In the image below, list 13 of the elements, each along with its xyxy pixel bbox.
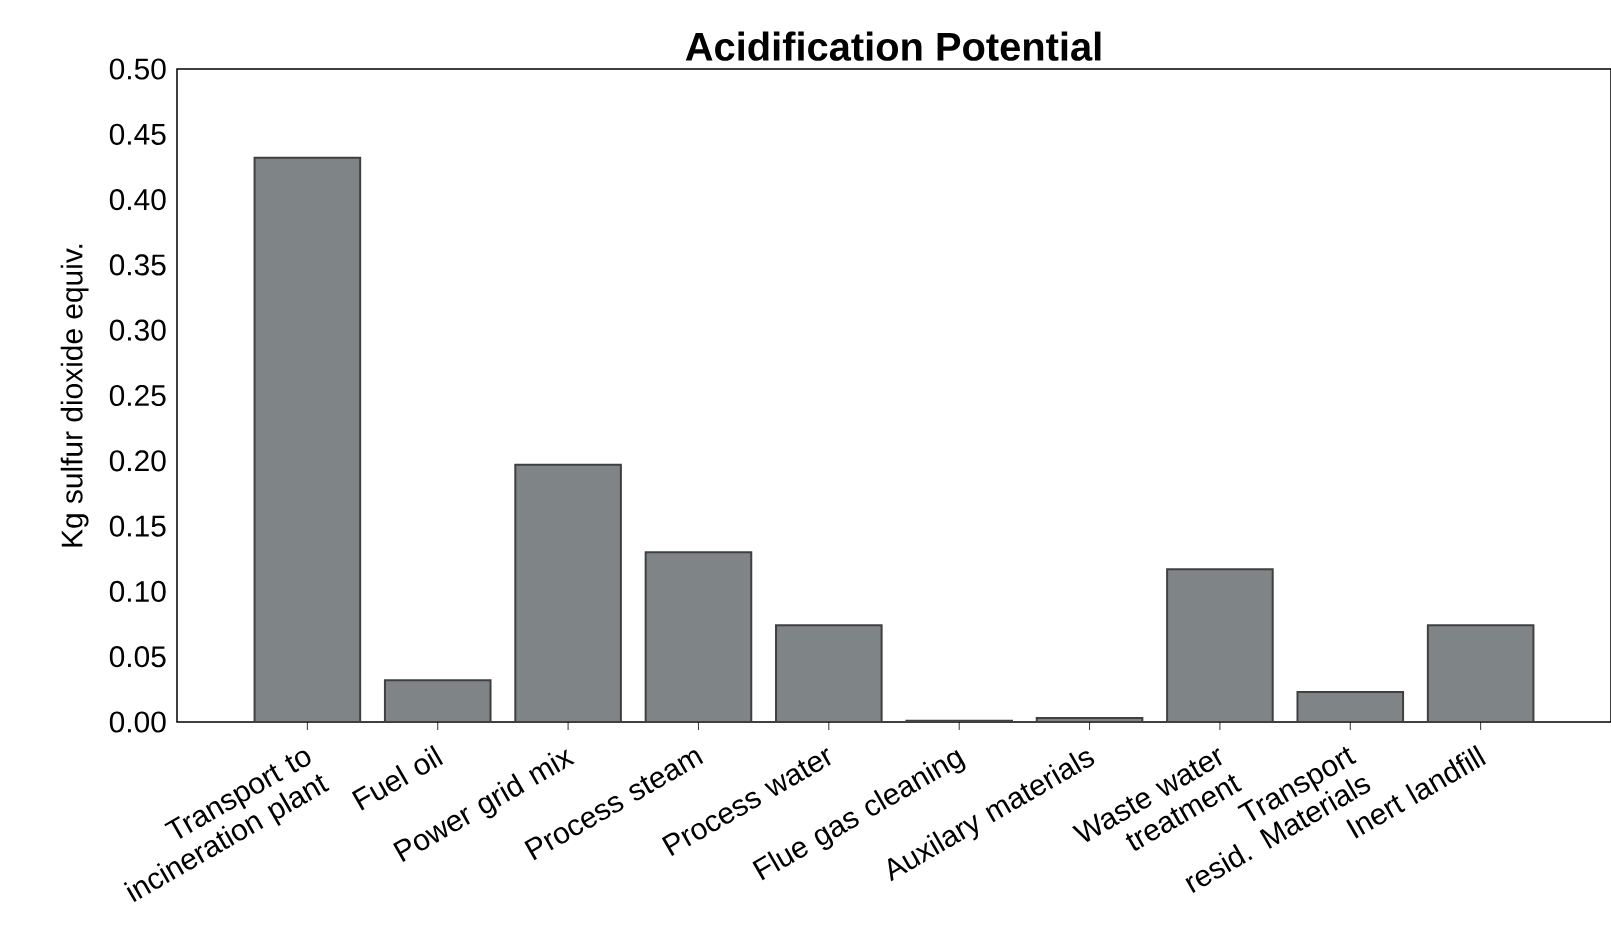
- y-tick-label: 0.25: [109, 384, 166, 407]
- y-axis-title: Kg sulfur dioxide equiv.: [60, 244, 89, 547]
- y-tick-label: 0.30: [109, 319, 166, 341]
- y-tick-label: 0.05: [109, 646, 166, 668]
- y-tick-label: 0.35: [109, 254, 166, 276]
- y-tick-label: 0.10: [109, 580, 166, 602]
- y-tick-label: 0.45: [109, 123, 166, 145]
- chart-title: Acidification Potential: [685, 31, 1101, 61]
- y-tick-label: 0.50: [109, 58, 166, 80]
- y-tick-label: 0.20: [109, 450, 166, 472]
- y-tick-label: 0.15: [109, 515, 166, 537]
- y-tick-label: 0.40: [109, 189, 166, 211]
- y-tick-label: 0.00: [109, 711, 166, 733]
